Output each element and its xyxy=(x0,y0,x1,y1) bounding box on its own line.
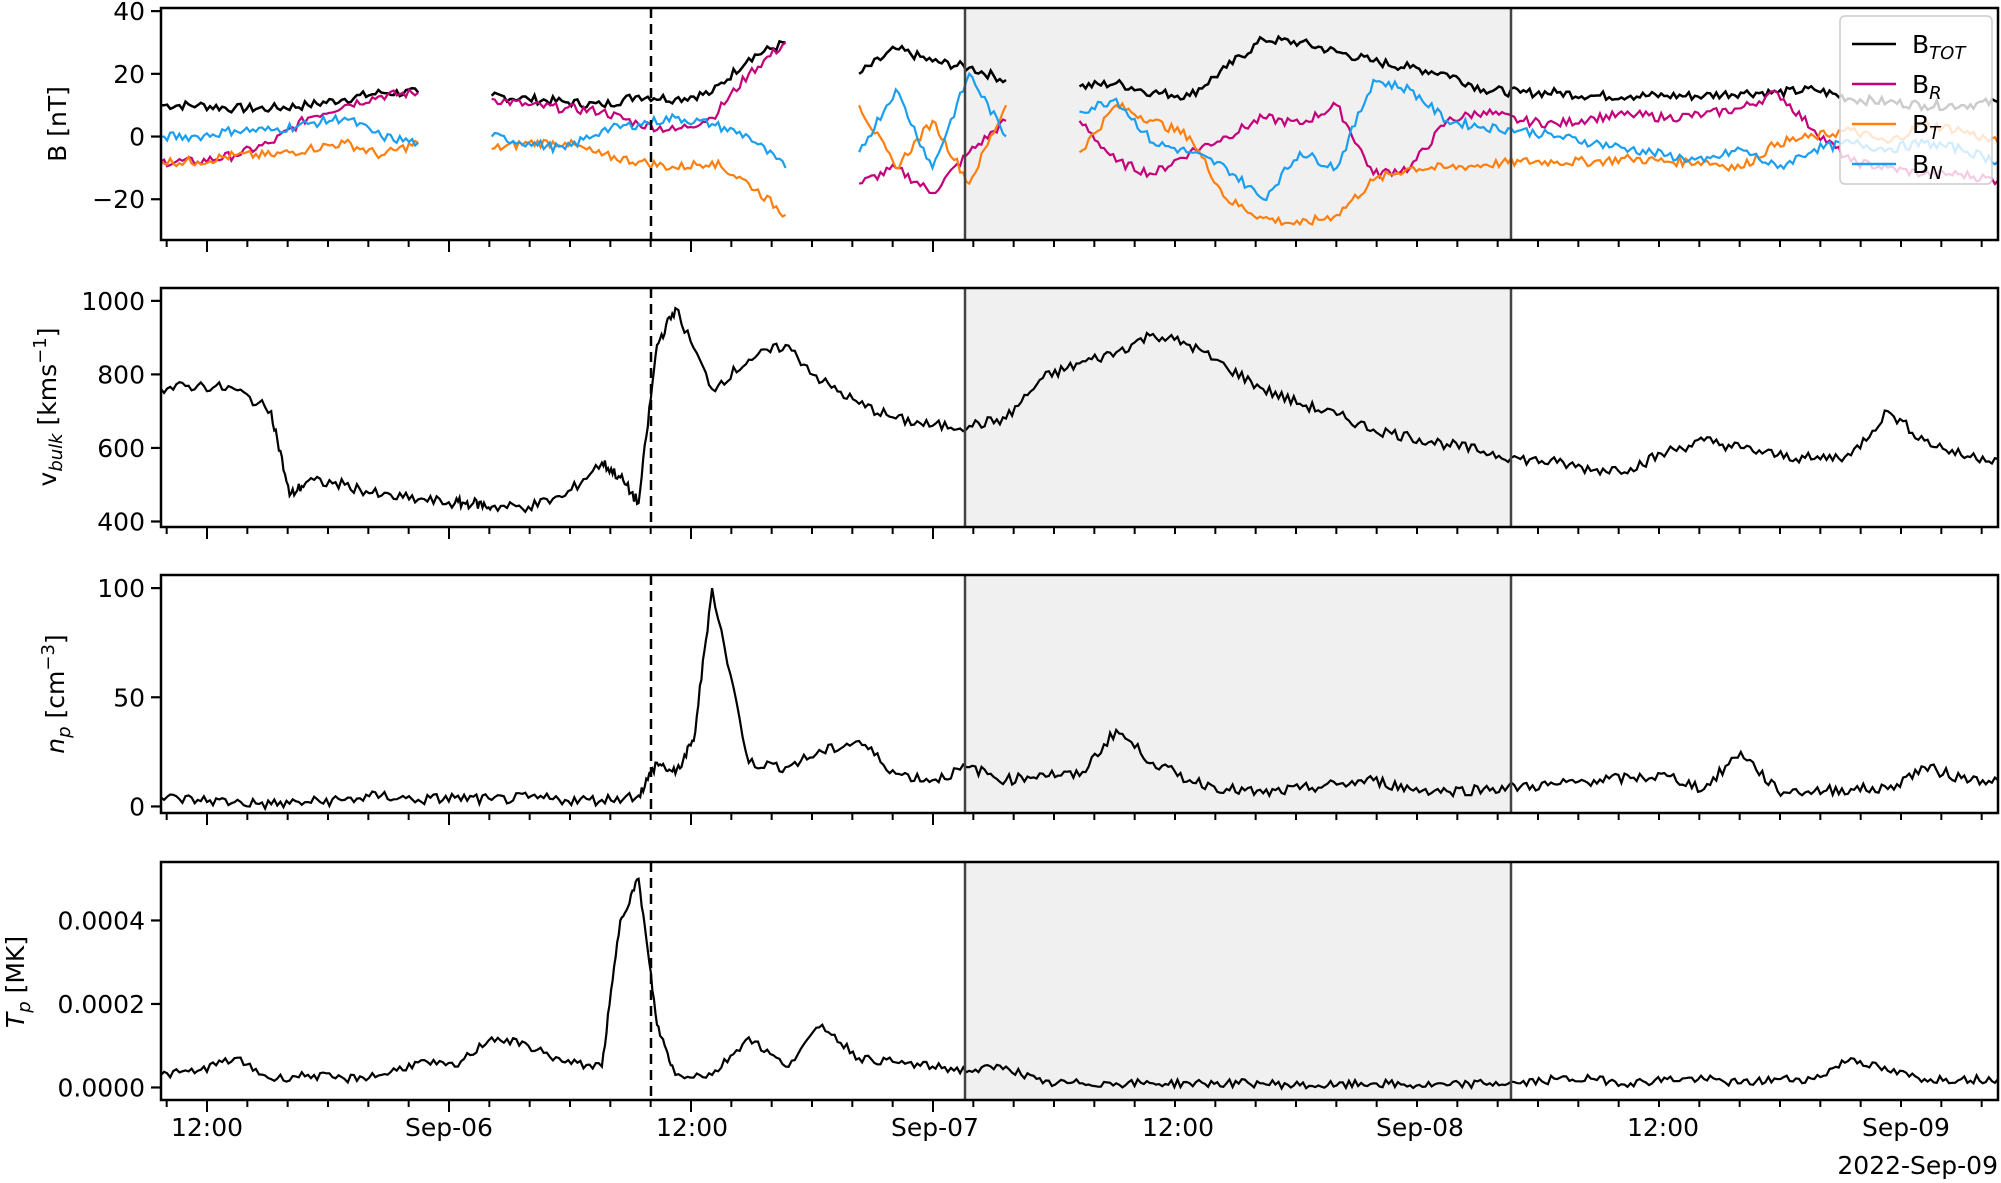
x-tick-labels: 12:00 Sep-06 12:00 Sep-07 12:00 Sep-08 1… xyxy=(171,1113,1998,1180)
panels: −200204040060080010000501000.00000.00020… xyxy=(58,0,2000,1112)
x-tick-label: Sep-06 xyxy=(405,1113,493,1142)
panel-proton-temperature: 0.0000 0.0002 0.0004 xyxy=(58,860,2000,1112)
y-tick-label: 600 xyxy=(97,434,145,463)
y-tick-label: 400 xyxy=(97,507,145,536)
axes-frame xyxy=(159,860,2000,1102)
ylabel-np: np [cm−3] xyxy=(38,634,75,753)
ylabel-b: B [nT] xyxy=(43,86,72,162)
y-tick-label: 800 xyxy=(97,360,145,389)
legend-label-bn: BN xyxy=(1912,150,1943,184)
x-tick-label: Sep-07 xyxy=(891,1113,979,1142)
shaded-region xyxy=(965,575,1511,813)
axes-frame xyxy=(159,6,2000,242)
axes-frame xyxy=(159,286,2000,529)
x-tick-label: Sep-09 xyxy=(1862,1113,1950,1142)
y-tick-label: −20 xyxy=(92,185,145,214)
ylabel-tp: Tp [MK] xyxy=(1,936,35,1028)
x-offset-label: 2022-Sep-09 xyxy=(1837,1151,1998,1180)
y-tick-label: 0.0004 xyxy=(58,906,145,935)
panel-bulk-speed: 400 600 800 1000 xyxy=(81,286,2000,539)
x-tick-label: 12:00 xyxy=(656,1113,728,1142)
x-tick-label: 12:00 xyxy=(1627,1113,1699,1142)
y-tick-label: 0.0002 xyxy=(58,990,145,1019)
series-b-tot xyxy=(161,34,1998,115)
legend-label-btot: BTOT xyxy=(1912,30,1967,64)
x-tick-label: 12:00 xyxy=(1142,1113,1214,1142)
axes-frame xyxy=(159,573,2000,815)
y-tick-label: 0.0000 xyxy=(58,1073,145,1102)
legend: BTOT BR BT BN xyxy=(1839,15,1993,185)
series-t-p xyxy=(161,877,1998,1091)
y-tick-label: 100 xyxy=(97,574,145,603)
series-b-t xyxy=(161,101,1998,227)
shaded-region xyxy=(965,288,1511,527)
y-tick-label: 20 xyxy=(113,60,145,89)
legend-label-bt: BT xyxy=(1912,110,1942,144)
x-tick-label: 12:00 xyxy=(171,1113,243,1142)
legend-label-br: BR xyxy=(1912,70,1942,104)
ylabel-vbulk: vbulk [kms−1] xyxy=(30,328,67,487)
y-tick-label: 40 xyxy=(113,0,145,26)
series-n-p xyxy=(161,587,1998,812)
y-tick-label: 0 xyxy=(129,123,145,152)
series-v-bulk xyxy=(161,306,1998,514)
shaded-region xyxy=(965,8,1511,240)
panel-proton-density: 0 50 100 xyxy=(97,573,2000,825)
shaded-region xyxy=(965,862,1511,1100)
series-b-n xyxy=(161,71,1998,202)
panel-magnetic-field: −20 0 20 40 xyxy=(92,0,2000,252)
y-tick-label: 0 xyxy=(129,792,145,821)
y-tick-label: 50 xyxy=(113,683,145,712)
y-tick-label: 1000 xyxy=(81,287,145,316)
x-tick-label: Sep-08 xyxy=(1376,1113,1464,1142)
